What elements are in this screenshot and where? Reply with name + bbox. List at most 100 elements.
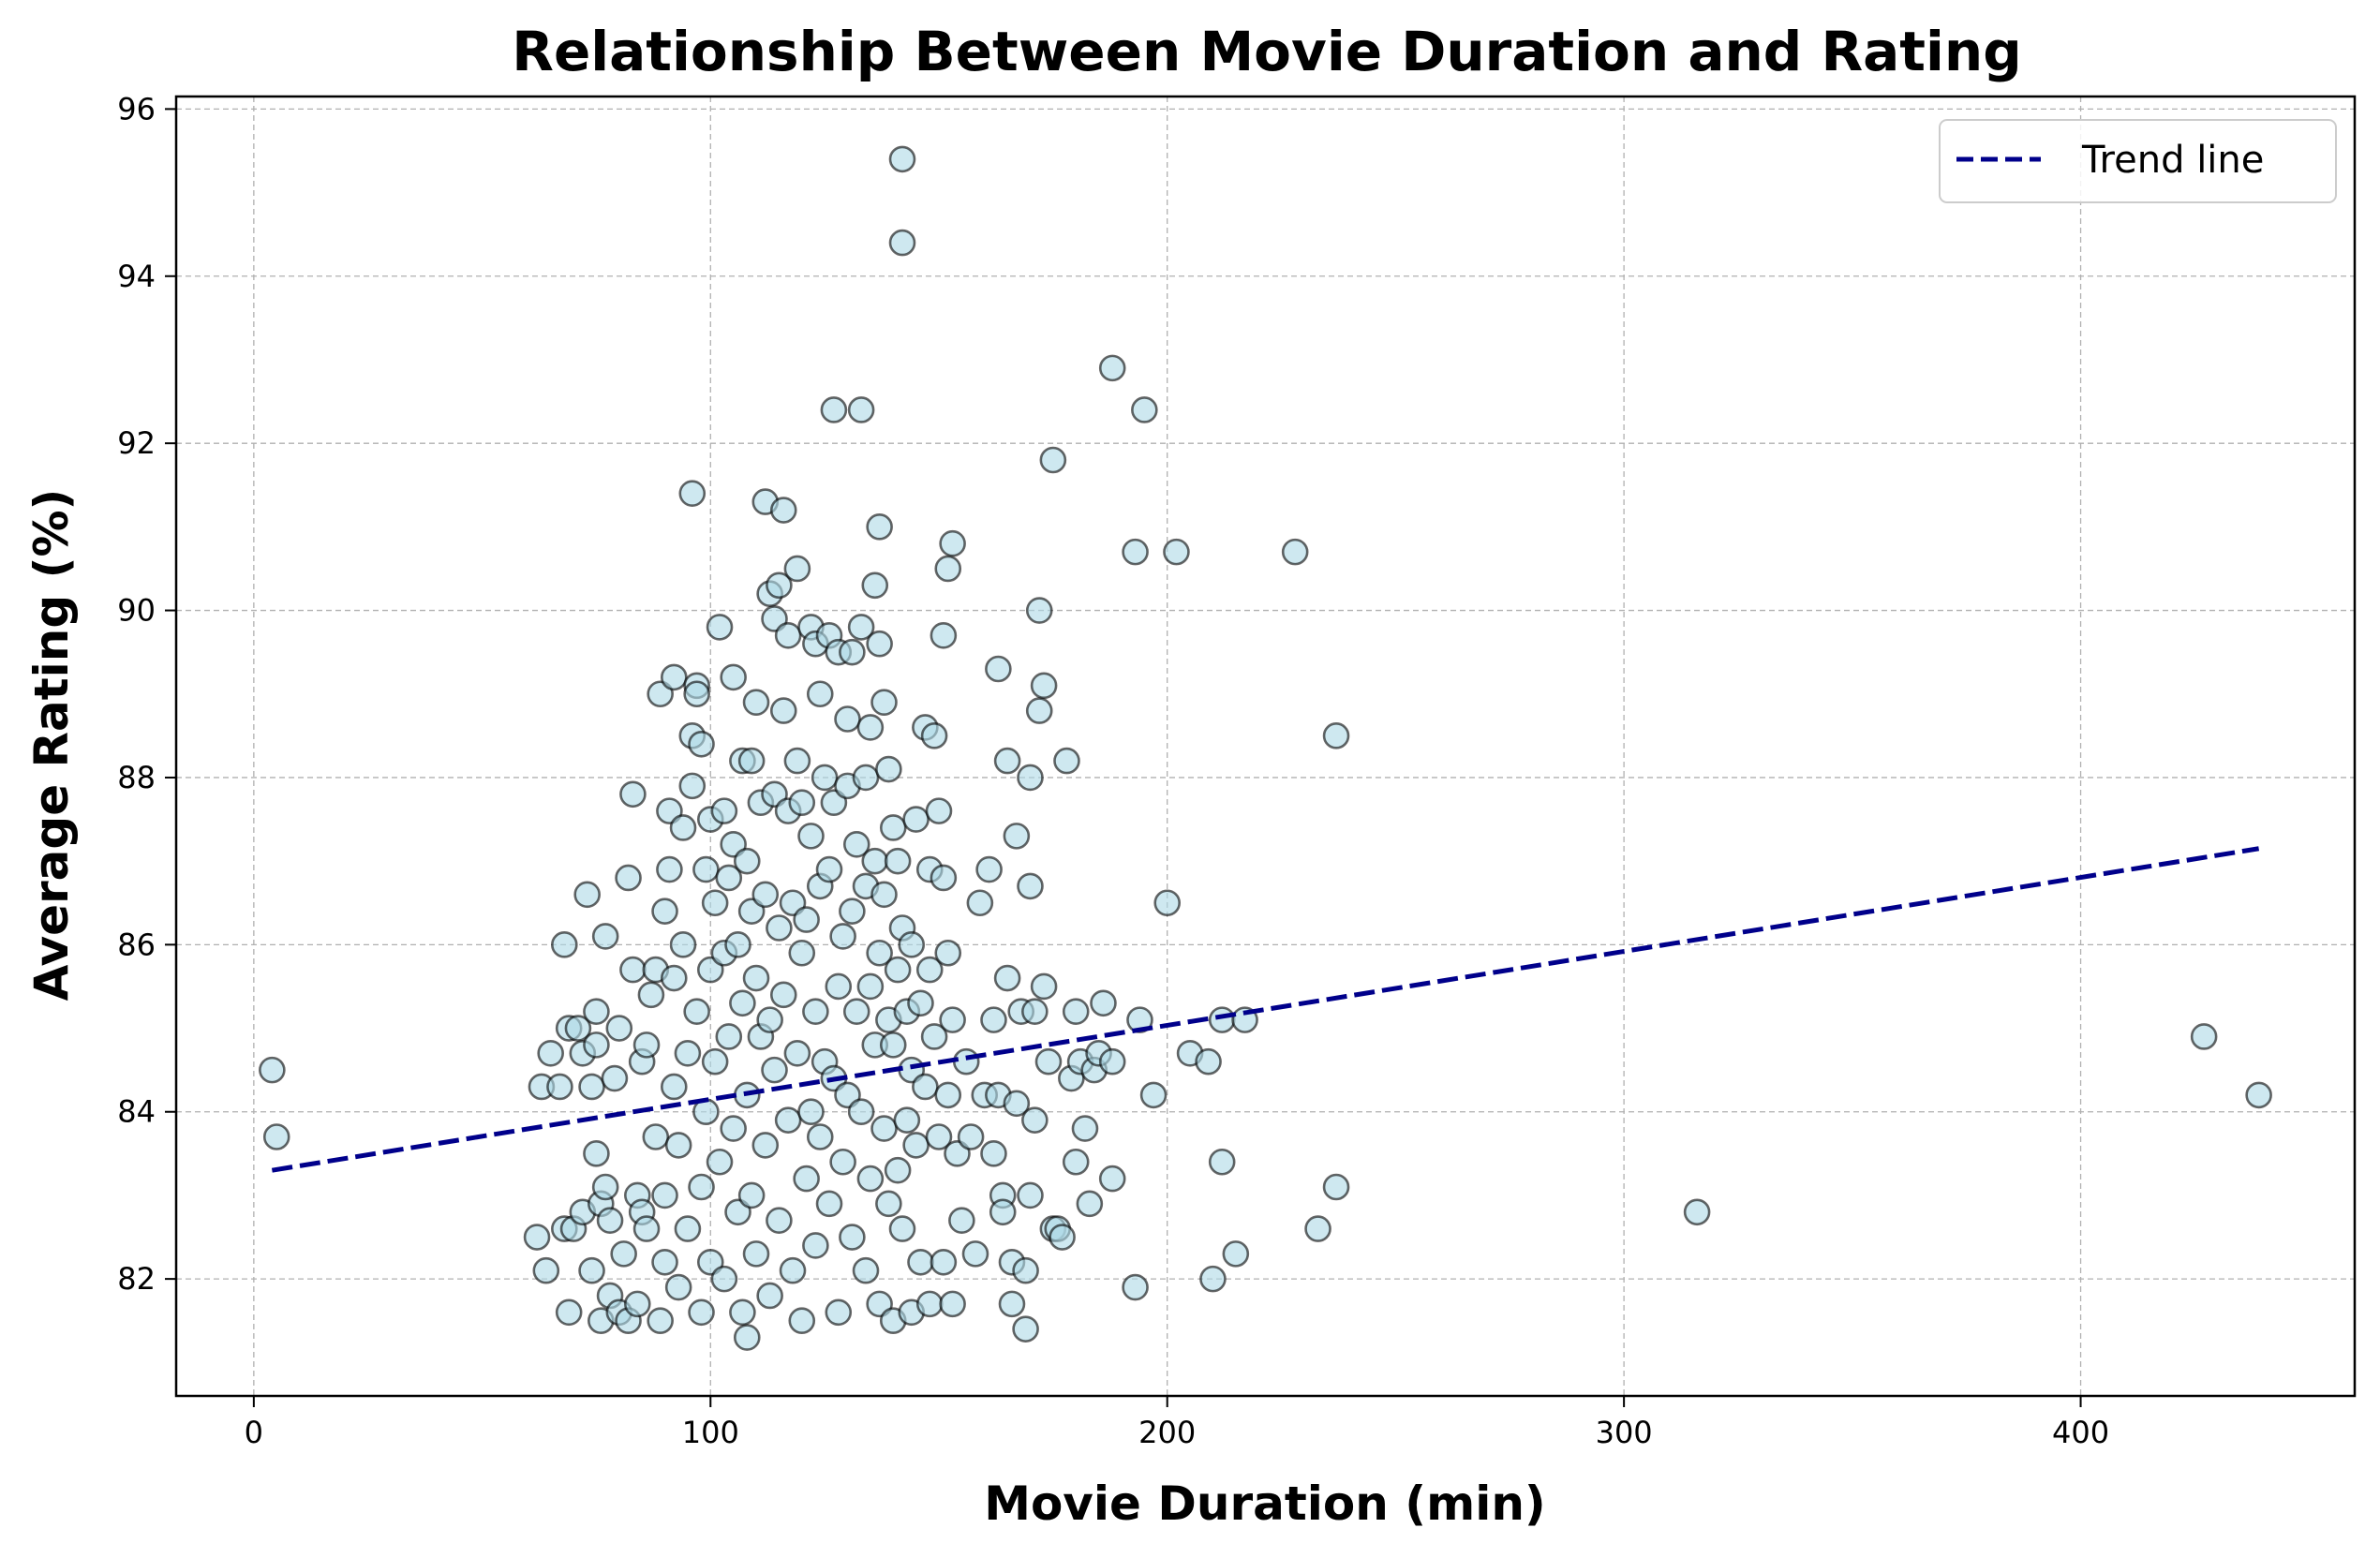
data-point (998, 1290, 1026, 1318)
data-point (1122, 538, 1149, 566)
data-point (733, 1324, 761, 1351)
data-point (930, 1248, 958, 1276)
data-point (930, 622, 958, 649)
data-point (1199, 1265, 1227, 1293)
data-point (720, 1115, 747, 1142)
data-point (578, 1073, 605, 1101)
data-point (2245, 1081, 2272, 1109)
data-point (615, 864, 642, 892)
data-point (820, 396, 848, 423)
data-point (852, 1256, 880, 1284)
y-tick-label: 88 (117, 760, 156, 795)
data-point (842, 998, 870, 1025)
data-point (1222, 1240, 1250, 1268)
x-tick-label: 100 (682, 1415, 739, 1450)
data-point (756, 1006, 783, 1033)
data-point (1030, 672, 1058, 700)
data-point (537, 1039, 564, 1067)
data-point (706, 614, 734, 641)
data-point (1021, 1106, 1049, 1134)
data-point (1071, 1115, 1099, 1142)
data-point (756, 1282, 783, 1310)
data-point (783, 555, 811, 583)
data-point (875, 1190, 902, 1218)
x-tick-label: 300 (1596, 1415, 1653, 1450)
data-point (605, 1015, 633, 1042)
data-point (952, 1047, 980, 1076)
data-point (1163, 538, 1190, 566)
data-point (706, 1148, 734, 1176)
x-tick-label: 200 (1138, 1415, 1196, 1450)
data-point (751, 881, 780, 909)
data-point (966, 889, 994, 917)
data-point (1322, 1173, 1350, 1201)
data-point (1034, 1047, 1063, 1076)
data-point (888, 229, 916, 257)
data-point (915, 956, 944, 984)
data-point (852, 764, 880, 792)
data-point (1017, 764, 1044, 792)
data-point (993, 747, 1021, 775)
data-point (259, 1056, 286, 1084)
y-tick-label: 94 (117, 259, 156, 294)
data-point (797, 1098, 825, 1126)
data-point (993, 964, 1021, 992)
data-point (601, 1064, 629, 1092)
data-point (1208, 1006, 1236, 1033)
data-point (1122, 1273, 1149, 1301)
data-point (1076, 1190, 1104, 1218)
data-point (856, 714, 885, 741)
axis-ticks: 0 100 200 300 400 82 84 86 88 90 92 94 96 (117, 91, 2109, 1450)
data-point (674, 1039, 702, 1067)
data-point (893, 1106, 921, 1134)
data-point (825, 972, 853, 1001)
data-point (930, 864, 958, 892)
data-point (866, 630, 893, 658)
data-point (1098, 354, 1126, 382)
data-point (884, 847, 912, 875)
data-point (591, 1173, 619, 1201)
data-point (847, 614, 875, 641)
data-point (583, 1140, 610, 1167)
data-point (797, 823, 825, 850)
data-point (884, 956, 912, 984)
data-point (729, 1298, 756, 1327)
data-point (861, 847, 889, 875)
data-point (788, 1307, 816, 1335)
data-point (523, 1224, 551, 1251)
data-point (1012, 1315, 1039, 1343)
data-point (724, 931, 751, 958)
data-point (647, 1307, 674, 1335)
data-point (985, 655, 1012, 683)
data-point (879, 1031, 907, 1059)
data-point (957, 1123, 985, 1150)
y-tick-label: 86 (117, 927, 156, 962)
data-point (742, 689, 770, 716)
data-point (1322, 722, 1350, 749)
data-point (912, 1073, 939, 1101)
data-point (802, 998, 829, 1025)
data-point (806, 1123, 834, 1150)
gridlines (176, 96, 2355, 1396)
data-point (678, 480, 707, 507)
data-point (1017, 1181, 1044, 1209)
data-point (1021, 998, 1049, 1025)
data-point (774, 1106, 802, 1134)
data-point (591, 923, 619, 950)
data-point (766, 1207, 793, 1234)
y-tick-label: 82 (117, 1261, 156, 1297)
data-point (1030, 972, 1058, 1001)
data-point (674, 1215, 702, 1242)
data-point (856, 972, 885, 1001)
data-point (619, 780, 647, 809)
data-point (839, 1224, 866, 1251)
chart-title: Relationship Between Movie Duration and … (512, 20, 2021, 83)
data-point (623, 1290, 651, 1318)
data-point (788, 939, 816, 967)
data-point (1139, 1081, 1168, 1109)
data-point (651, 1181, 678, 1209)
data-point (632, 1031, 661, 1059)
data-point (939, 529, 966, 557)
data-point (1025, 697, 1053, 724)
